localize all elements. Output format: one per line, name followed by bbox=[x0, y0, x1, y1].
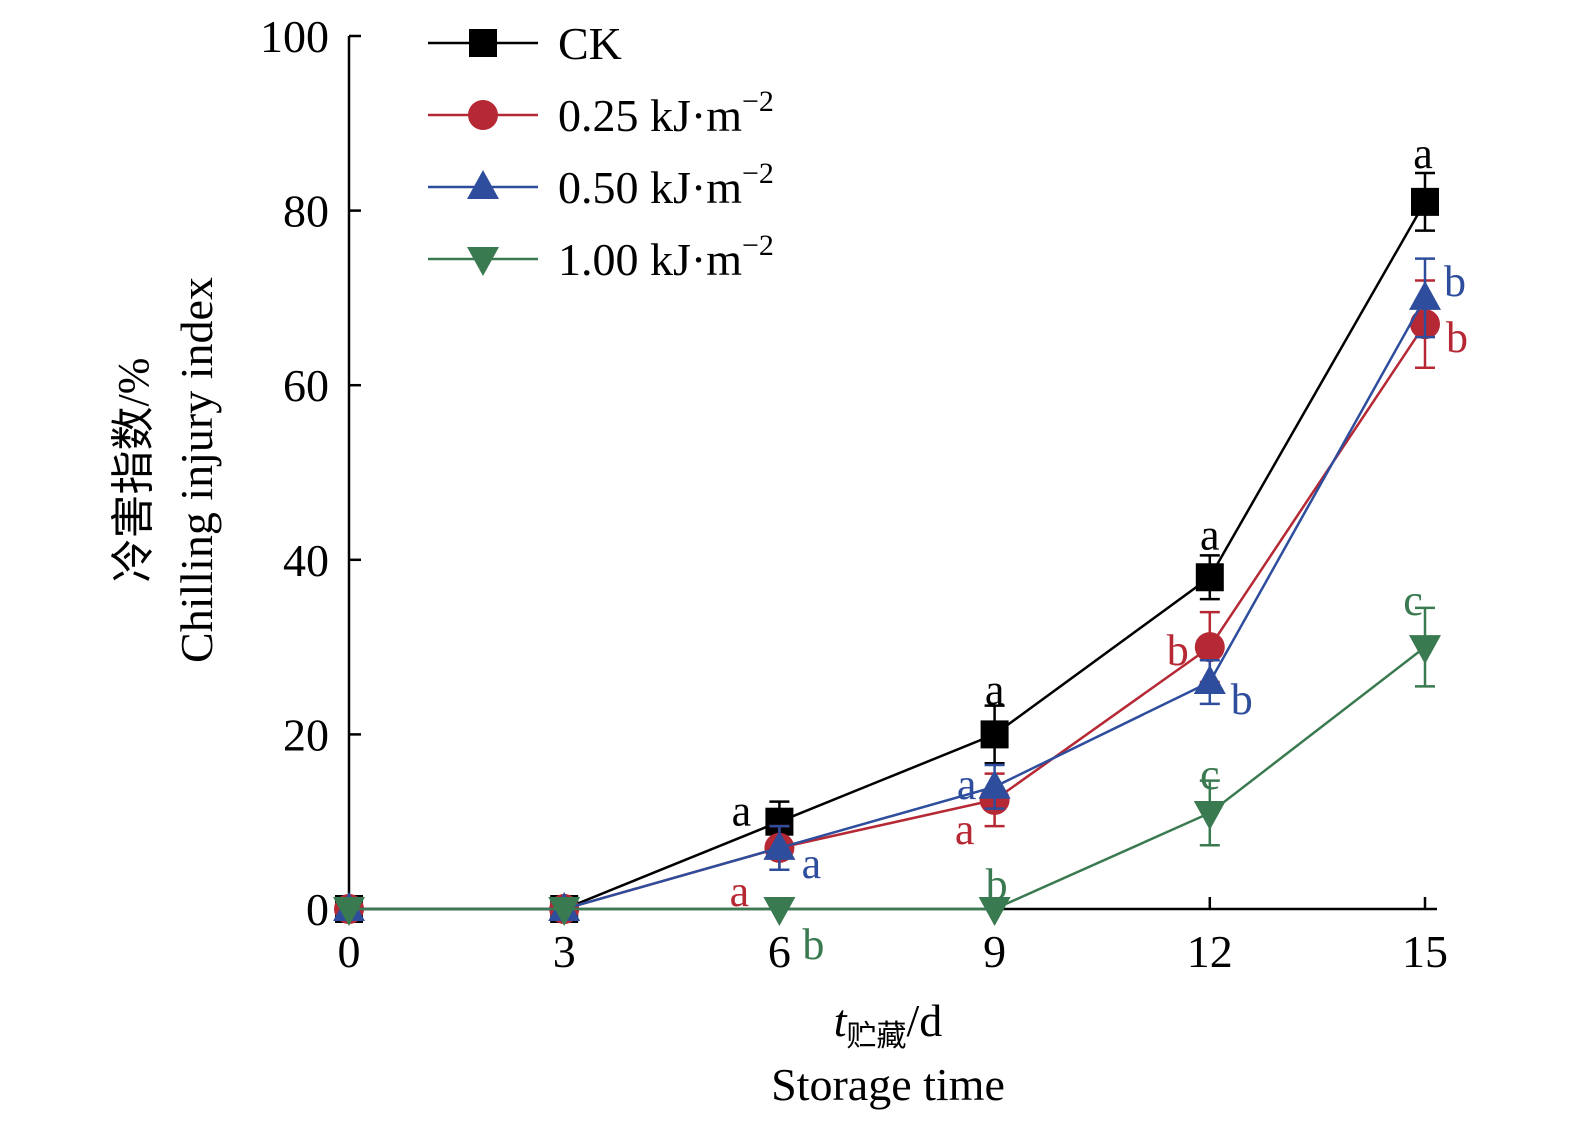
data-point bbox=[978, 897, 1011, 926]
y-tick-label: 100 bbox=[260, 11, 329, 62]
significance-label: a bbox=[732, 787, 752, 836]
legend-label-main: 1.00 bbox=[558, 234, 639, 285]
x-axis-title-symbol: t bbox=[834, 995, 848, 1046]
data-point bbox=[763, 897, 796, 926]
significance-label: b bbox=[1444, 257, 1466, 306]
significance-label: a bbox=[955, 805, 975, 854]
y-axis-title-cn-group: 冷害指数/% bbox=[109, 358, 158, 583]
legend-marker bbox=[468, 100, 498, 130]
data-point bbox=[1409, 635, 1441, 665]
data-point bbox=[763, 830, 796, 860]
x-tick-label: 12 bbox=[1187, 926, 1233, 977]
data-point bbox=[333, 897, 365, 926]
significance-label: b bbox=[986, 860, 1008, 909]
significance-label: a bbox=[1200, 510, 1220, 559]
y-tick-label: 80 bbox=[283, 186, 329, 237]
significance-label: a bbox=[1413, 129, 1433, 178]
x-tick-label: 15 bbox=[1402, 926, 1448, 977]
x-axis-title-en: Storage time bbox=[771, 1059, 1005, 1110]
significance-label: c bbox=[1403, 576, 1423, 625]
legend-item-1: 0.25 kJ·m−2 bbox=[428, 85, 774, 141]
significance-label: c bbox=[1200, 750, 1220, 799]
y-tick-label: 40 bbox=[283, 535, 329, 586]
legend-item-0: CK bbox=[428, 18, 622, 69]
data-point bbox=[1194, 632, 1225, 663]
data-point bbox=[1411, 187, 1439, 216]
significance-label: b bbox=[1446, 313, 1468, 362]
legend-label-unit: kJ·m bbox=[639, 162, 743, 213]
legend-label: 0.50 kJ·m−2 bbox=[558, 157, 774, 213]
data-point bbox=[1193, 665, 1226, 695]
x-tick-label: 3 bbox=[553, 926, 576, 977]
y-tick-label: 60 bbox=[283, 360, 329, 411]
significance-label: a bbox=[730, 867, 750, 916]
y-axis-title-en-group: Chilling injury index bbox=[171, 277, 222, 663]
ticks: 0 20 40 60 80 100 0 3 6 9 12 15 bbox=[260, 11, 1448, 977]
legend-label-exponent: −2 bbox=[742, 157, 774, 190]
x-tick-label: 6 bbox=[768, 926, 791, 977]
legend-label: CK bbox=[558, 18, 622, 69]
legend-item-3: 1.00 kJ·m−2 bbox=[428, 229, 774, 285]
significance-label: b bbox=[802, 920, 824, 969]
legend-label-exponent: −2 bbox=[742, 229, 774, 262]
data-point bbox=[980, 720, 1009, 749]
data-point bbox=[978, 769, 1011, 799]
legend-item-2: 0.50 kJ·m−2 bbox=[428, 157, 774, 213]
x-tick-label: 9 bbox=[983, 926, 1006, 977]
data-point bbox=[1409, 280, 1441, 310]
data-point bbox=[1195, 563, 1224, 592]
y-axis-title-en: Chilling injury index bbox=[171, 277, 222, 663]
y-tick-label: 0 bbox=[306, 884, 329, 935]
significance-label: b bbox=[1231, 675, 1253, 724]
significance-label: b bbox=[1167, 626, 1189, 675]
legend-label: 0.25 kJ·m−2 bbox=[558, 85, 774, 141]
data-point bbox=[548, 897, 581, 926]
data-point bbox=[1193, 800, 1226, 830]
x-axis-title-unit: /d bbox=[907, 995, 943, 1046]
x-axis-title-subscript: 贮藏 bbox=[847, 1020, 907, 1053]
legend-label-main: 0.25 bbox=[558, 90, 639, 141]
legend-label-main: 0.50 bbox=[558, 162, 639, 213]
significance-label: a bbox=[985, 665, 1005, 714]
legend-label-unit: kJ·m bbox=[639, 234, 743, 285]
y-axis-title-cn: 冷害指数/% bbox=[109, 358, 158, 583]
significance-label: a bbox=[957, 760, 977, 809]
legend-label: 1.00 kJ·m−2 bbox=[558, 229, 774, 285]
legend-label-unit: kJ·m bbox=[639, 90, 743, 141]
legend: CK0.25 kJ·m−20.50 kJ·m−21.00 kJ·m−2 bbox=[428, 18, 774, 285]
significance-label: a bbox=[802, 839, 822, 888]
series-line bbox=[349, 646, 1426, 911]
legend-marker bbox=[469, 29, 497, 57]
x-axis-title-cn: t贮藏/d bbox=[834, 995, 943, 1053]
legend-marker bbox=[467, 247, 499, 276]
legend-label-exponent: −2 bbox=[742, 85, 774, 118]
y-tick-label: 20 bbox=[283, 709, 329, 760]
x-tick-label: 0 bbox=[338, 926, 361, 977]
legend-marker bbox=[467, 170, 499, 199]
legend-label-main: CK bbox=[558, 18, 622, 69]
